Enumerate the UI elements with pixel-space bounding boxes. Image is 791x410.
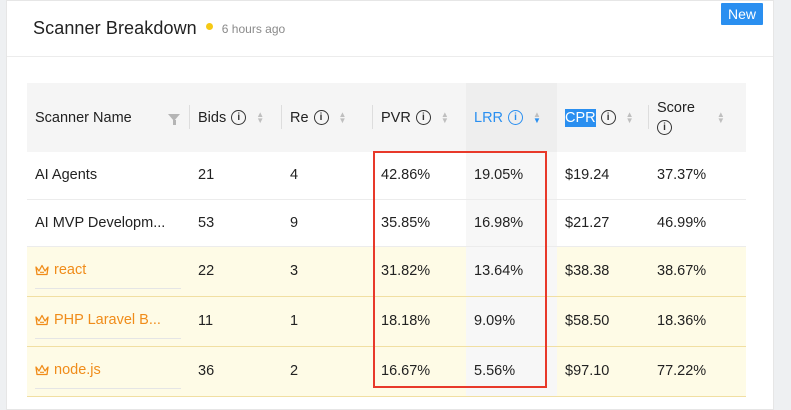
lrr-cell: 13.64% bbox=[466, 246, 557, 297]
sort-icon[interactable]: ▲ ▼ bbox=[533, 109, 541, 125]
table-row[interactable]: PHP Laravel B... 11 1 18.18% 9.09% $58.5… bbox=[27, 296, 746, 347]
column-label: LRR bbox=[474, 109, 504, 126]
column-label: Scanner Name bbox=[35, 109, 132, 126]
lrr-cell: 16.98% bbox=[466, 199, 557, 247]
info-icon[interactable]: i bbox=[600, 110, 616, 125]
bids-cell: 21 bbox=[190, 152, 282, 200]
score-cell: 18.36% bbox=[649, 296, 746, 347]
info-icon[interactable]: i bbox=[313, 110, 329, 125]
updated-time: 6 hours ago bbox=[221, 21, 286, 36]
cpr-cell: $58.50 bbox=[557, 296, 649, 347]
lrr-cell: 9.09% bbox=[466, 296, 557, 347]
table-row[interactable]: node.js 36 2 16.67% 5.56% $97.10 77.22% bbox=[27, 346, 746, 397]
name-underline bbox=[35, 287, 181, 289]
column-header-scanner-name[interactable]: Scanner Name bbox=[27, 83, 190, 152]
scanner-name-cell[interactable]: PHP Laravel B... bbox=[27, 296, 190, 347]
scanner-name: react bbox=[54, 262, 87, 278]
column-header-cpr[interactable]: CPR i ▲ ▼ bbox=[557, 83, 649, 152]
pvr-cell: 18.18% bbox=[373, 296, 466, 347]
name-underline bbox=[35, 387, 181, 389]
card-header: Scanner Breakdown 6 hours ago bbox=[7, 1, 773, 57]
column-label: CPR bbox=[565, 108, 596, 127]
scanner-name: PHP Laravel B... bbox=[54, 312, 161, 328]
scanner-table: Scanner Name Bids i ▲ ▼ Re bbox=[27, 83, 746, 397]
name-underline bbox=[35, 337, 181, 339]
column-header-lrr[interactable]: LRR i ▲ ▼ bbox=[466, 83, 557, 152]
pvr-cell: 31.82% bbox=[373, 246, 466, 297]
crown-icon bbox=[35, 264, 49, 276]
score-cell: 37.37% bbox=[649, 152, 746, 200]
crown-icon bbox=[35, 364, 49, 376]
table-row[interactable]: react 22 3 31.82% 13.64% $38.38 38.67% bbox=[27, 246, 746, 297]
column-header-score[interactable]: Score i ▲ ▼ bbox=[649, 83, 746, 152]
re-cell: 2 bbox=[282, 346, 373, 397]
column-label: PVR bbox=[381, 109, 411, 126]
scanner-name: node.js bbox=[54, 362, 101, 378]
pvr-cell: 42.86% bbox=[373, 152, 466, 200]
column-separator bbox=[372, 105, 373, 129]
column-separator bbox=[281, 105, 282, 129]
bids-cell: 53 bbox=[190, 199, 282, 247]
bids-cell: 36 bbox=[190, 346, 282, 397]
scanner-link[interactable]: PHP Laravel B... bbox=[35, 312, 161, 328]
info-icon[interactable]: i bbox=[231, 110, 247, 125]
cpr-cell: $97.10 bbox=[557, 346, 649, 397]
column-label: Score bbox=[657, 100, 695, 116]
re-cell: 3 bbox=[282, 246, 373, 297]
sort-icon[interactable]: ▲ ▼ bbox=[338, 109, 347, 125]
crown-icon bbox=[35, 314, 49, 326]
table-row[interactable]: AI Agents 21 4 42.86% 19.05% $19.24 37.3… bbox=[27, 152, 746, 200]
sort-icon[interactable]: ▲ ▼ bbox=[256, 109, 265, 125]
cpr-cell: $21.27 bbox=[557, 199, 649, 247]
status-dot bbox=[205, 23, 213, 30]
column-label: Bids bbox=[198, 109, 227, 126]
scanner-name-cell[interactable]: node.js bbox=[27, 346, 190, 397]
info-icon[interactable]: i bbox=[415, 110, 431, 125]
cpr-cell: $38.38 bbox=[557, 246, 649, 297]
scanner-name-cell: AI Agents bbox=[27, 152, 190, 200]
sort-icon[interactable]: ▲ ▼ bbox=[716, 109, 725, 125]
score-cell: 38.67% bbox=[649, 246, 746, 297]
scanner-link[interactable]: react bbox=[35, 262, 86, 278]
filter-icon[interactable] bbox=[168, 114, 180, 125]
scanner-link[interactable]: node.js bbox=[35, 362, 101, 378]
pvr-cell: 16.67% bbox=[373, 346, 466, 397]
cpr-cell: $19.24 bbox=[557, 152, 649, 200]
score-cell: 77.22% bbox=[649, 346, 746, 397]
sort-icon[interactable]: ▲ ▼ bbox=[625, 109, 634, 125]
lrr-cell: 5.56% bbox=[466, 346, 557, 397]
re-cell: 4 bbox=[282, 152, 373, 200]
card-title: Scanner Breakdown bbox=[33, 18, 197, 38]
scanner-name-cell: AI MVP Developm... bbox=[27, 199, 190, 247]
column-header-re[interactable]: Re i ▲ ▼ bbox=[282, 83, 373, 152]
table-row[interactable]: AI MVP Developm... 53 9 35.85% 16.98% $2… bbox=[27, 199, 746, 247]
lrr-cell: 19.05% bbox=[466, 152, 557, 200]
pvr-cell: 35.85% bbox=[373, 199, 466, 247]
table-header-row: Scanner Name Bids i ▲ ▼ Re bbox=[27, 83, 746, 152]
scanner-table-wrap: Scanner Name Bids i ▲ ▼ Re bbox=[27, 83, 746, 397]
info-icon[interactable]: i bbox=[508, 110, 524, 125]
bids-cell: 22 bbox=[190, 246, 282, 297]
column-separator bbox=[189, 105, 190, 129]
re-cell: 1 bbox=[282, 296, 373, 347]
score-cell: 46.99% bbox=[649, 199, 746, 247]
sort-icon[interactable]: ▲ ▼ bbox=[440, 109, 449, 125]
column-separator bbox=[648, 105, 649, 129]
bids-cell: 11 bbox=[190, 296, 282, 347]
new-badge: New bbox=[720, 3, 763, 25]
re-cell: 9 bbox=[282, 199, 373, 247]
column-header-pvr[interactable]: PVR i ▲ ▼ bbox=[373, 83, 466, 152]
column-label: Re bbox=[290, 109, 309, 126]
scanner-name-cell[interactable]: react bbox=[27, 246, 190, 297]
column-header-bids[interactable]: Bids i ▲ ▼ bbox=[190, 83, 282, 152]
info-icon[interactable]: i bbox=[657, 120, 672, 135]
